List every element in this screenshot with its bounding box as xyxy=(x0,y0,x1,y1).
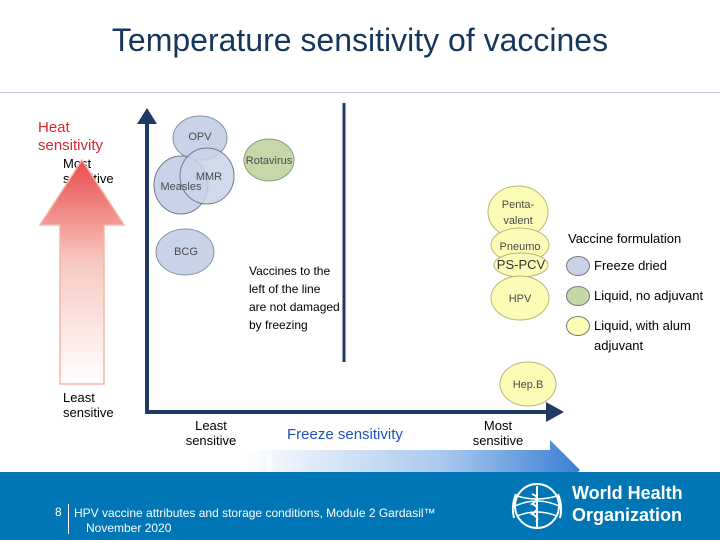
heat-sensitivity-label: Heat sensitivity xyxy=(38,119,103,155)
legend-alum-line1: Liquid, with alum xyxy=(594,318,691,333)
who-logo-line2: Organization xyxy=(572,505,683,525)
y-axis-arrowhead xyxy=(137,108,157,124)
hepb-bubble xyxy=(499,361,557,407)
heat-label-line2: sensitivity xyxy=(38,137,104,154)
pcv-label: PS-PCV xyxy=(497,257,546,272)
annotation-line: left of the line xyxy=(249,282,321,296)
legend-label-liquid-no-adjuvant: Liquid, no adjuvant xyxy=(594,288,704,303)
annotation-line: by freezing xyxy=(249,318,308,332)
freeze-least-line2: sensitive xyxy=(185,433,237,448)
who-logo-text: World Health Organization xyxy=(572,482,683,526)
legend-swatch-liquid-no-adjuvant xyxy=(566,286,590,306)
footer-date: November 2020 xyxy=(86,521,172,535)
who-logo-line1: World Health xyxy=(572,483,683,503)
page-title: Temperature sensitivity of vaccines xyxy=(111,22,609,58)
heat-least-line2: sensitive xyxy=(63,405,114,420)
footer-text: HPV vaccine attributes and storage condi… xyxy=(74,506,436,520)
hpv-label: HPV xyxy=(509,293,532,305)
freeze-least-line1: Least xyxy=(195,418,227,433)
mmr-bubble xyxy=(179,147,235,205)
footer-bar xyxy=(0,472,720,540)
footer-page-number: 8 xyxy=(55,505,62,519)
measles-label: Measles xyxy=(161,181,202,193)
freeze-least-sensitive-label: Least sensitive xyxy=(181,418,241,448)
freeze-most-line1: Most xyxy=(483,418,513,433)
hpv-bubble xyxy=(490,275,550,321)
freeze-arrow-stripe xyxy=(266,450,272,490)
rotavirus-bubble xyxy=(243,138,295,182)
legend-swatch-freeze-dried xyxy=(566,256,590,276)
pentavalent-label-line1: Penta- xyxy=(502,199,535,211)
heat-least-sensitive-label: Least sensitive xyxy=(63,390,114,420)
x-axis-arrowhead xyxy=(546,402,564,422)
pentavalent-label-line2: valent xyxy=(503,215,532,227)
freeze-sensitivity-label: Freeze sensitivity xyxy=(287,426,403,443)
who-emblem-icon xyxy=(511,483,563,529)
rotavirus-label: Rotavirus xyxy=(246,155,293,167)
annotation-line: Vaccines to the xyxy=(249,264,331,278)
legend-title: Vaccine formulation xyxy=(568,231,682,246)
legend-label-freeze-dried: Freeze dried xyxy=(594,258,667,273)
freeze-threshold-annotation: Vaccines to the left of the line are not… xyxy=(249,262,349,334)
mmr-label: MMR xyxy=(196,171,222,183)
annotation-line: are not damaged xyxy=(249,300,340,314)
freeze-arrow-stripe xyxy=(253,450,260,490)
heat-least-line1: Least xyxy=(63,390,95,405)
bcg-bubble xyxy=(155,228,215,276)
opv-label: OPV xyxy=(188,131,212,143)
freeze-arrow-stripe xyxy=(240,450,247,490)
freeze-most-line2: sensitive xyxy=(472,433,524,448)
legend-label-liquid-alum: Liquid, with alum adjuvant xyxy=(594,316,691,356)
pneumo-label: Pneumo xyxy=(500,241,541,253)
legend-alum-line2: adjuvant xyxy=(594,338,644,353)
heat-sensitivity-arrow xyxy=(38,158,126,385)
freeze-most-sensitive-label: Most sensitive xyxy=(468,418,528,448)
bcg-label: BCG xyxy=(174,246,198,258)
title-divider xyxy=(0,92,720,93)
footer-divider xyxy=(68,504,69,534)
hepb-label: Hep.B xyxy=(513,379,544,391)
legend-swatch-liquid-alum xyxy=(566,316,590,336)
heat-label-line1: Heat xyxy=(38,119,70,136)
